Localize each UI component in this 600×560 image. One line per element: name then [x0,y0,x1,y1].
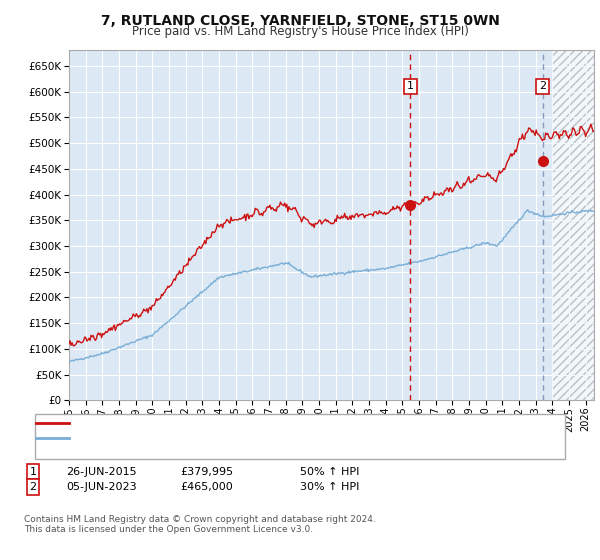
Text: 1: 1 [407,81,414,91]
Text: 7, RUTLAND CLOSE, YARNFIELD, STONE, ST15 0WN (detached house): 7, RUTLAND CLOSE, YARNFIELD, STONE, ST15… [75,418,436,428]
Text: This data is licensed under the Open Government Licence v3.0.: This data is licensed under the Open Gov… [24,525,313,534]
Text: 7, RUTLAND CLOSE, YARNFIELD, STONE, ST15 0WN: 7, RUTLAND CLOSE, YARNFIELD, STONE, ST15… [101,14,499,28]
Bar [553,50,594,400]
Text: 2: 2 [539,81,546,91]
Text: 26-JUN-2015: 26-JUN-2015 [66,466,137,477]
Bar [553,50,594,400]
Text: 30% ↑ HPI: 30% ↑ HPI [300,482,359,492]
Text: Price paid vs. HM Land Registry's House Price Index (HPI): Price paid vs. HM Land Registry's House … [131,25,469,38]
Text: 2: 2 [29,482,37,492]
Text: HPI: Average price, detached house, Stafford: HPI: Average price, detached house, Staf… [75,433,310,444]
Text: 05-JUN-2023: 05-JUN-2023 [66,482,137,492]
Text: 50% ↑ HPI: 50% ↑ HPI [300,466,359,477]
Text: £465,000: £465,000 [180,482,233,492]
Text: £379,995: £379,995 [180,466,233,477]
Text: Contains HM Land Registry data © Crown copyright and database right 2024.: Contains HM Land Registry data © Crown c… [24,515,376,524]
Text: 1: 1 [29,466,37,477]
